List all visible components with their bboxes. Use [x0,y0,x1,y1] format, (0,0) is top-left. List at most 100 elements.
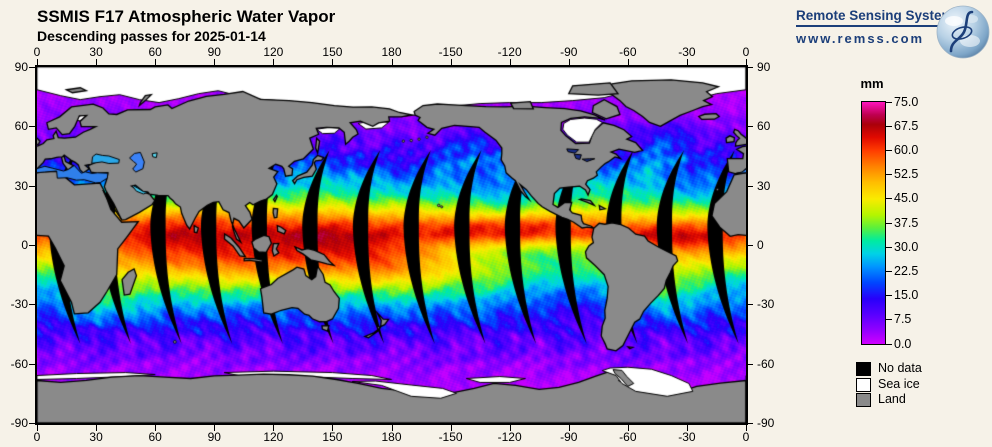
lat-tick-label-right: -60 [757,356,775,371]
colorbar-tick-mark [886,149,892,151]
lat-tick-mark [29,185,35,187]
lat-tick-label-left: -30 [10,297,28,312]
lon-tick-mark [509,425,511,431]
colorbar-unit-label: mm [860,76,884,91]
lon-tick-label-bottom: 90 [207,430,221,444]
lon-tick-mark [96,59,98,65]
lon-tick-mark [96,425,98,431]
lon-tick-mark [450,59,452,65]
lon-tick-label-top: -30 [678,45,696,59]
lat-tick-mark [747,245,753,246]
earth-globe-logo-icon [936,5,990,59]
lat-tick-label-right: 30 [757,178,771,193]
lon-tick-mark [332,425,334,431]
lon-tick-label-top: 0 [33,45,41,59]
lon-tick-label-top: 0 [742,45,750,59]
colorbar-tick-mark [886,343,892,345]
colorbar-tick-label: 45.0 [894,191,919,206]
map [35,65,748,425]
lon-tick-mark [214,59,216,65]
lat-tick-label-left: -90 [10,416,28,430]
lat-tick-label-left: 30 [14,178,28,193]
lon-tick-label-top: 90 [207,45,221,59]
lat-tick-mark [29,304,35,306]
colorbar-tick-label: 22.5 [894,263,919,278]
lon-tick-label-top: 120 [263,45,284,59]
lon-tick-label-top: -120 [497,45,522,59]
legend-swatch [856,362,871,376]
colorbar-tick-mark [886,174,892,176]
lon-tick-label-bottom: 120 [263,430,284,444]
colorbar-tick-mark [886,270,892,272]
legend-label: Land [878,392,906,406]
lon-tick-label-top: 150 [322,45,343,59]
colorbar-tick-mark [886,125,892,127]
lat-tick-label-left: 90 [14,60,28,74]
colorbar-tick-mark [886,246,892,248]
lon-tick-mark [332,59,334,65]
lon-tick-mark [450,425,452,431]
lon-tick-mark [273,425,275,431]
lat-tick-mark [29,423,35,424]
lon-tick-mark [627,425,629,431]
colorbar-tick-label: 7.5 [894,312,912,327]
lon-tick-mark [686,59,688,65]
lon-tick-label-top: -150 [438,45,463,59]
lat-tick-mark [747,185,753,187]
lon-tick-label-bottom: 0 [33,430,41,444]
colorbar-tick-label: 15.0 [894,288,919,303]
lon-tick-label-top: 60 [148,45,162,59]
colorbar-tick-mark [886,101,892,103]
lat-tick-label-left: 60 [14,119,28,134]
lon-tick-mark [273,59,275,65]
legend-swatch [856,377,871,392]
colorbar-tick-label: 30.0 [894,239,919,254]
legend-label: No data [878,361,922,375]
colorbar-tick-label: 75.0 [894,94,919,109]
lat-tick-label-right: -90 [757,416,775,430]
lon-tick-mark [746,425,747,431]
lon-tick-mark [627,59,629,65]
lon-tick-mark [568,425,570,431]
page-title: SSMIS F17 Atmospheric Water Vapor [37,7,336,26]
remss-website-link[interactable]: www.remss.com [796,31,925,46]
lat-tick-label-left: -60 [10,356,28,371]
remss-logo-underline [796,25,944,27]
colorbar-tick-label: 0.0 [894,336,912,351]
lon-tick-mark [391,425,393,431]
lat-tick-mark [29,245,35,246]
remss-logo: Remote Sensing Systems www.remss.com [796,8,962,46]
lon-tick-label-bottom: 150 [322,430,343,444]
lat-tick-mark [747,304,753,306]
lon-tick-label-top: 180 [381,45,402,59]
colorbar-tick-mark [886,295,892,297]
lat-tick-mark [747,423,753,424]
colorbar [861,101,886,345]
colorbar-tick-label: 67.5 [894,118,919,133]
lon-tick-label-bottom: 60 [148,430,162,444]
lat-tick-label-right: -30 [757,297,775,312]
colorbar-tick-label: 60.0 [894,142,919,157]
lon-tick-label-bottom: 30 [89,430,103,444]
lon-tick-mark [214,425,216,431]
lat-tick-mark [29,126,35,128]
colorbar-tick-label: 52.5 [894,167,919,182]
lon-tick-mark [568,59,570,65]
colorbar-tick-mark [886,222,892,224]
remss-logo-name: Remote Sensing Systems [796,8,962,23]
lon-tick-mark [746,59,747,65]
legend-swatch [856,393,871,407]
world-map-canvas [37,67,746,423]
legend-label: Sea ice [878,376,920,391]
lat-tick-label-right: 90 [757,60,771,74]
lon-tick-label-bottom: -30 [678,430,696,444]
lon-tick-mark [155,425,157,431]
lon-tick-label-top: -60 [619,45,637,59]
lat-tick-mark [29,67,35,68]
colorbar-tick-label: 37.5 [894,215,919,230]
colorbar-tick-mark [886,319,892,321]
lat-tick-mark [747,363,753,365]
lon-tick-label-top: 30 [89,45,103,59]
lat-tick-label-right: 0 [757,238,764,252]
